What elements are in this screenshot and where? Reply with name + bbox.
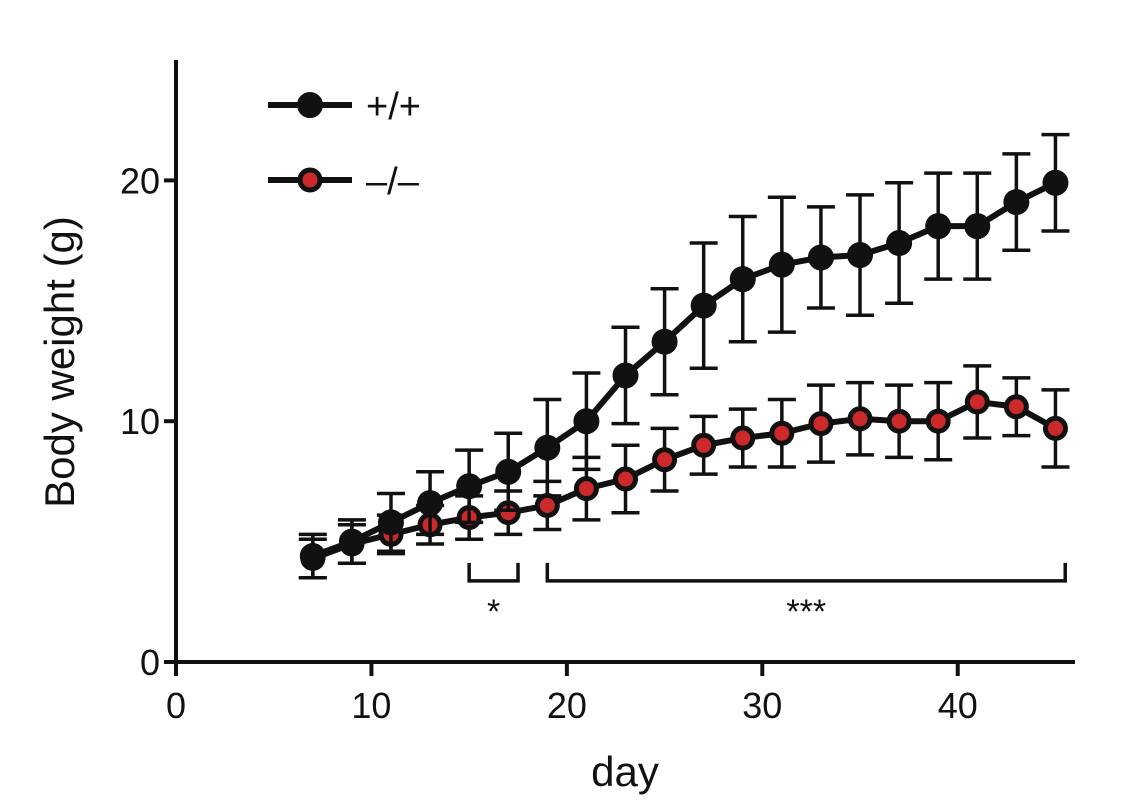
data-point: [613, 466, 638, 492]
data-point: [808, 411, 834, 437]
data-point: [847, 406, 873, 432]
data-point: [338, 528, 365, 555]
data-point: [612, 362, 639, 389]
x-tick-label: 20: [547, 685, 587, 726]
data-point: [495, 458, 522, 485]
axes: 0 10 20 30 40 0 10 20: [120, 60, 1075, 726]
significance-annotations: * ***: [467, 562, 1067, 631]
data-point: [964, 213, 991, 240]
data-point: [377, 509, 404, 536]
data-point: [534, 434, 561, 461]
data-point: [417, 490, 444, 517]
y-tick-label: 20: [120, 160, 160, 201]
data-point: [652, 447, 678, 473]
x-tick-label: 0: [166, 685, 186, 726]
series-1: [298, 364, 1070, 580]
data-point: [1042, 415, 1068, 441]
x-tick-label: 40: [938, 685, 978, 726]
data-point: [768, 251, 795, 278]
legend: +/+ –/–: [268, 86, 421, 203]
data-point: [690, 292, 717, 319]
data-point: [847, 242, 874, 269]
x-axis-label: day: [591, 748, 659, 795]
data-point: [1042, 169, 1069, 196]
data-point: [886, 230, 913, 257]
data-point: [807, 244, 834, 271]
data-point: [651, 328, 678, 355]
legend-label: –/–: [366, 161, 420, 203]
significance-bracket: [467, 562, 520, 583]
legend-marker: [297, 167, 323, 193]
data-point: [730, 425, 756, 451]
data-point: [299, 543, 326, 570]
data-point: [925, 213, 952, 240]
data-point: [769, 420, 795, 446]
x-tick-label: 10: [351, 685, 391, 726]
y-tick-label: 10: [120, 401, 160, 442]
data-point: [886, 408, 912, 434]
series-0: [298, 132, 1070, 580]
data-point: [456, 473, 483, 500]
data-point: [573, 476, 599, 502]
data-point: [925, 408, 951, 434]
x-tick-label: 30: [742, 685, 782, 726]
data-point: [691, 432, 717, 458]
significance-label: ***: [786, 593, 826, 631]
data-point: [1003, 394, 1029, 420]
series: [298, 132, 1070, 580]
significance-label: *: [487, 593, 500, 631]
legend-label: +/+: [366, 86, 421, 128]
data-point: [964, 389, 990, 415]
data-point: [729, 266, 756, 293]
y-tick-label: 0: [140, 642, 160, 683]
legend-marker: [297, 92, 323, 118]
significance-bracket: [545, 562, 1067, 583]
data-point: [573, 408, 600, 435]
y-axis-label: Body weight (g): [36, 216, 83, 508]
data-point: [534, 492, 560, 518]
data-point: [1003, 189, 1030, 216]
